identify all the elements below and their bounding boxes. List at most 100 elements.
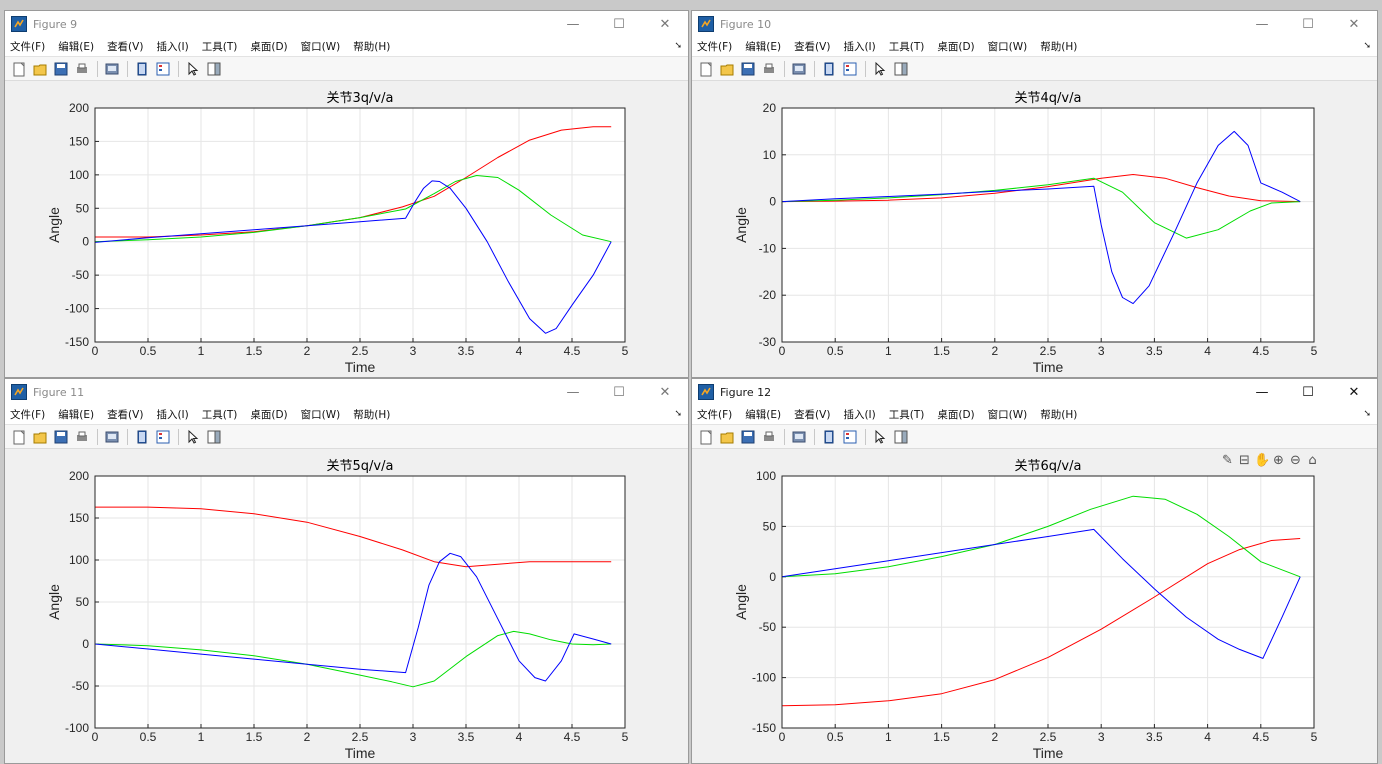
menu-help[interactable]: 帮助(H): [1040, 41, 1078, 53]
pointer-icon[interactable]: [183, 427, 203, 447]
menu-window[interactable]: 窗口(W): [300, 409, 341, 421]
home-icon[interactable]: ⌂: [1308, 453, 1317, 468]
open-file-icon[interactable]: [30, 59, 50, 79]
minimize-button[interactable]: —: [1255, 384, 1269, 400]
dock-arrow-icon[interactable]: ➘: [1363, 409, 1371, 419]
new-figure-icon[interactable]: [696, 59, 716, 79]
menu-edit[interactable]: 编辑(E): [58, 409, 95, 421]
menu-file[interactable]: 文件(F): [10, 409, 46, 421]
property-editor-icon[interactable]: [891, 427, 911, 447]
maximize-button[interactable]: ☐: [613, 384, 625, 400]
property-editor-icon[interactable]: [204, 59, 224, 79]
menu-view[interactable]: 查看(V): [107, 41, 144, 53]
save-icon[interactable]: [738, 59, 758, 79]
figure-canvas[interactable]: 0 0.5 1 1.5 2 2.5 3 3.5 4 4.5 5 -150 -100 -50 0 50 100 关节…: [692, 449, 1377, 763]
line-chart[interactable]: 0 0.5 1 1.5 2 2.5 3 3.5 4 4.5 5 -30 -20 -10 0 10 20 关节4q/…: [692, 81, 1377, 377]
new-figure-icon[interactable]: [696, 427, 716, 447]
open-file-icon[interactable]: [717, 59, 737, 79]
menu-help[interactable]: 帮助(H): [353, 409, 391, 421]
dock-arrow-icon[interactable]: ➘: [674, 409, 682, 419]
zoom-in-icon[interactable]: ⊕: [1273, 453, 1284, 468]
close-button[interactable]: ✕: [1348, 384, 1360, 400]
menu-insert[interactable]: 插入(I): [843, 409, 876, 421]
series-line-2[interactable]: [781, 495, 1301, 578]
line-chart[interactable]: 0 0.5 1 1.5 2 2.5 3 3.5 4 4.5 5 -150 -100 -50 0 50 100 关节…: [692, 449, 1377, 763]
property-editor-icon[interactable]: [891, 59, 911, 79]
series-line-1[interactable]: [781, 174, 1301, 203]
menu-file[interactable]: 文件(F): [10, 41, 46, 53]
legend-icon[interactable]: [153, 59, 173, 79]
menu-help[interactable]: 帮助(H): [1040, 409, 1078, 421]
pointer-icon[interactable]: [870, 427, 890, 447]
series-line-1[interactable]: [781, 538, 1301, 707]
title-bar[interactable]: Figure 12 — ☐ ✕: [692, 379, 1377, 405]
menu-tools[interactable]: 工具(T): [888, 409, 925, 421]
menu-desktop[interactable]: 桌面(D): [937, 409, 975, 421]
menu-insert[interactable]: 插入(I): [843, 41, 876, 53]
series-line-3[interactable]: [94, 180, 612, 334]
link-plot-icon[interactable]: [789, 59, 809, 79]
menu-insert[interactable]: 插入(I): [156, 41, 189, 53]
minimize-button[interactable]: —: [566, 16, 580, 32]
menu-desktop[interactable]: 桌面(D): [250, 409, 288, 421]
pointer-icon[interactable]: [870, 59, 890, 79]
minimize-button[interactable]: —: [566, 384, 580, 400]
menu-insert[interactable]: 插入(I): [156, 409, 189, 421]
menu-desktop[interactable]: 桌面(D): [937, 41, 975, 53]
link-plot-icon[interactable]: [102, 59, 122, 79]
title-bar[interactable]: Figure 9 — ☐ ✕: [5, 11, 688, 37]
colorbar-icon[interactable]: [132, 427, 152, 447]
legend-icon[interactable]: [840, 427, 860, 447]
legend-icon[interactable]: [840, 59, 860, 79]
print-icon[interactable]: [759, 59, 779, 79]
menu-window[interactable]: 窗口(W): [300, 41, 341, 53]
legend-icon[interactable]: [153, 427, 173, 447]
title-bar[interactable]: Figure 10 — ☐ ✕: [692, 11, 1377, 37]
maximize-button[interactable]: ☐: [1302, 384, 1314, 400]
series-line-3[interactable]: [781, 528, 1301, 659]
close-button[interactable]: ✕: [659, 384, 671, 400]
open-file-icon[interactable]: [717, 427, 737, 447]
new-figure-icon[interactable]: [9, 59, 29, 79]
minimize-button[interactable]: —: [1255, 16, 1269, 32]
figure-canvas[interactable]: 0 0.5 1 1.5 2 2.5 3 3.5 4 4.5 5 -100 -50 0 50 100 150 200…: [5, 449, 688, 763]
save-icon[interactable]: [738, 427, 758, 447]
close-button[interactable]: ✕: [1348, 16, 1360, 32]
print-icon[interactable]: [72, 427, 92, 447]
save-icon[interactable]: [51, 427, 71, 447]
figure-window-11[interactable]: Figure 11 — ☐ ✕ 文件(F) 编辑(E) 查看(V) 插入(I) …: [4, 378, 689, 764]
menu-file[interactable]: 文件(F): [697, 41, 733, 53]
dock-arrow-icon[interactable]: ➘: [674, 41, 682, 51]
figure-window-12[interactable]: Figure 12 — ☐ ✕ 文件(F) 编辑(E) 查看(V) 插入(I) …: [691, 378, 1378, 764]
menu-tools[interactable]: 工具(T): [201, 409, 238, 421]
menu-tools[interactable]: 工具(T): [888, 41, 925, 53]
maximize-button[interactable]: ☐: [1302, 16, 1314, 32]
series-line-1[interactable]: [95, 506, 612, 568]
colorbar-icon[interactable]: [132, 59, 152, 79]
menu-view[interactable]: 查看(V): [794, 41, 831, 53]
menu-help[interactable]: 帮助(H): [353, 41, 391, 53]
menu-view[interactable]: 查看(V): [794, 409, 831, 421]
link-plot-icon[interactable]: [102, 427, 122, 447]
new-figure-icon[interactable]: [9, 427, 29, 447]
zoom-out-icon[interactable]: ⊖: [1290, 453, 1301, 468]
link-plot-icon[interactable]: [789, 427, 809, 447]
open-file-icon[interactable]: [30, 427, 50, 447]
dock-arrow-icon[interactable]: ➘: [1363, 41, 1371, 51]
close-button[interactable]: ✕: [659, 16, 671, 32]
figure-window-10[interactable]: Figure 10 — ☐ ✕ 文件(F) 编辑(E) 查看(V) 插入(I) …: [691, 10, 1378, 378]
series-line-3[interactable]: [94, 552, 612, 682]
data-tips-icon[interactable]: ⊟: [1239, 453, 1250, 468]
line-chart[interactable]: 0 0.5 1 1.5 2 2.5 3 3.5 4 4.5 5 -150 -100 -50 0 50 100 15…: [5, 81, 688, 377]
print-icon[interactable]: [759, 427, 779, 447]
menu-tools[interactable]: 工具(T): [201, 41, 238, 53]
menu-window[interactable]: 窗口(W): [987, 409, 1028, 421]
menu-edit[interactable]: 编辑(E): [745, 409, 782, 421]
menu-edit[interactable]: 编辑(E): [745, 41, 782, 53]
pointer-icon[interactable]: [183, 59, 203, 79]
figure-canvas[interactable]: 0 0.5 1 1.5 2 2.5 3 3.5 4 4.5 5 -150 -100 -50 0 50 100 15…: [5, 81, 688, 377]
maximize-button[interactable]: ☐: [613, 16, 625, 32]
series-line-3[interactable]: [781, 130, 1301, 305]
menu-view[interactable]: 查看(V): [107, 409, 144, 421]
menu-edit[interactable]: 编辑(E): [58, 41, 95, 53]
